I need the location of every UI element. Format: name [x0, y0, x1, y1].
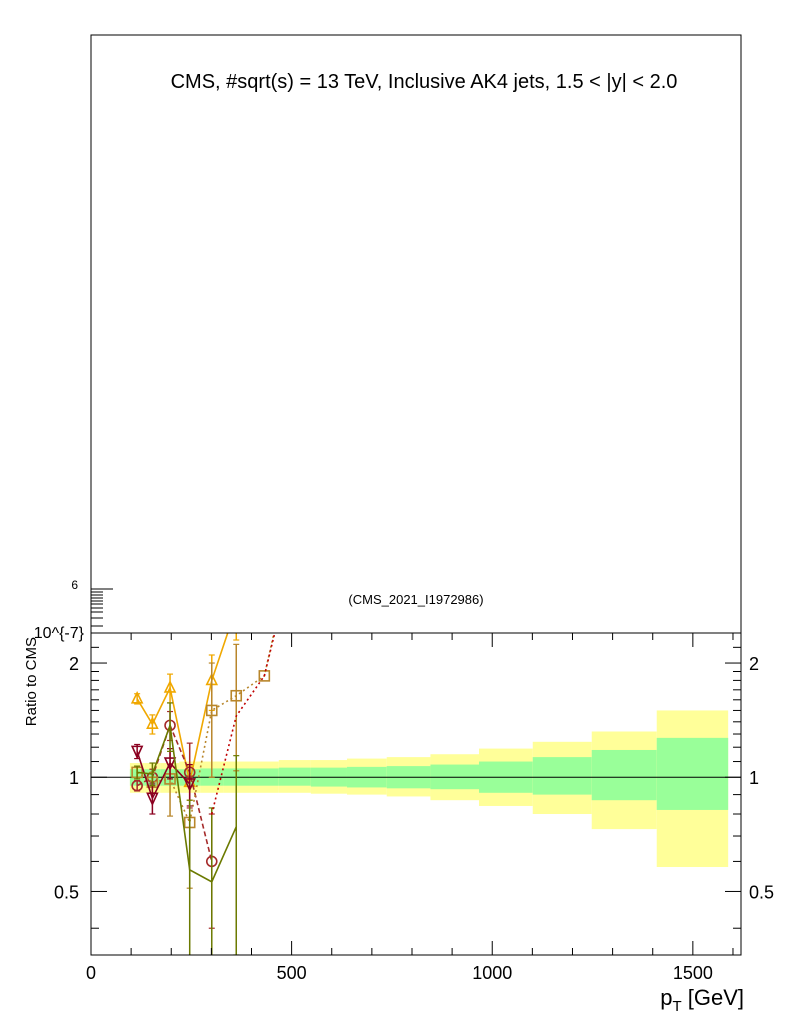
main-panel: CMS, #sqrt(s) = 13 TeV, Inclusive AK4 je… [34, 34, 742, 642]
xtick-label-500: 500 [277, 963, 307, 983]
ratio-ylabel: Ratio to CMS [23, 637, 40, 726]
series-3-line [136, 751, 191, 801]
plot-title: CMS, #sqrt(s) = 13 TeV, Inclusive AK4 je… [171, 71, 678, 93]
ytick-label-right-0.5: 0.5 [749, 882, 774, 902]
band-inner-bin-7 [278, 767, 311, 786]
series-2-point-5 [230, 689, 243, 702]
ratio-panel: 0 500 1000 1500 0.5 0.5 1 1 2 2 Ratio to CMS pT [… [23, 632, 774, 1015]
ratio-axis-labels: 0 500 1000 1500 0.5 0.5 1 1 2 2 [54, 654, 774, 983]
series-2-point-6 [258, 670, 271, 682]
x-axis-label-subscript: T [672, 998, 681, 1015]
series-3-point-1 [146, 792, 159, 807]
xtick-label-1000: 1000 [472, 963, 512, 983]
series-3-point-3 [183, 778, 196, 792]
xtick-label-0: 0 [86, 963, 96, 983]
xtick-label-1500: 1500 [673, 963, 713, 983]
generator-series [130, 633, 276, 955]
ytick-label-left-0.5: 0.5 [54, 882, 79, 902]
ratio-panel-frame [90, 632, 742, 956]
series-0-point-2 [163, 680, 177, 693]
series-1-point-0 [131, 779, 143, 792]
series-0-point-0 [130, 690, 144, 704]
x-axis-label-unit: [GeV] [682, 985, 744, 1010]
series-5-point-0 [210, 813, 213, 815]
band-inner-bin-13 [532, 757, 592, 795]
series-5-point-1 [235, 715, 238, 717]
ytick-label-right-2: 2 [749, 654, 759, 674]
series-2-point-4 [205, 704, 218, 717]
series-4-point-5 [235, 826, 238, 828]
series-4-point-2 [169, 724, 171, 727]
ytick-label-left-1: 1 [69, 768, 79, 788]
ytick-label-right-1: 1 [749, 768, 759, 788]
ratio-axis-ticks [90, 633, 741, 955]
series-3-point-2 [163, 757, 177, 771]
upper-minor-ticks [91, 588, 113, 627]
series-4-point-1 [151, 773, 154, 775]
ytick-label-left-2: 2 [69, 654, 79, 674]
series-0-point-1 [146, 716, 159, 729]
main-panel-frame [90, 34, 742, 634]
series-4-point-4 [210, 881, 213, 883]
upper-ytick-label-6: 6 [71, 578, 78, 592]
analysis-label: (CMS_2021_I1972986) [348, 592, 483, 607]
series-5-line [210, 633, 276, 815]
x-axis-label-p: p [660, 985, 672, 1010]
upper-ytick-label-partial: 10^{-7} [34, 625, 85, 642]
band-inner-bin-15 [656, 737, 729, 810]
uncertainty-bands [129, 710, 729, 868]
band-inner-bin-14 [591, 749, 657, 801]
series-4-line [137, 725, 237, 883]
x-axis-label: pT [GeV] [660, 985, 744, 1015]
series-5-point-2 [263, 675, 266, 677]
series-3-point-0 [130, 745, 144, 760]
series-4-point-3 [188, 869, 191, 871]
series-0-line [136, 633, 229, 783]
series-4-point-0 [136, 771, 138, 774]
